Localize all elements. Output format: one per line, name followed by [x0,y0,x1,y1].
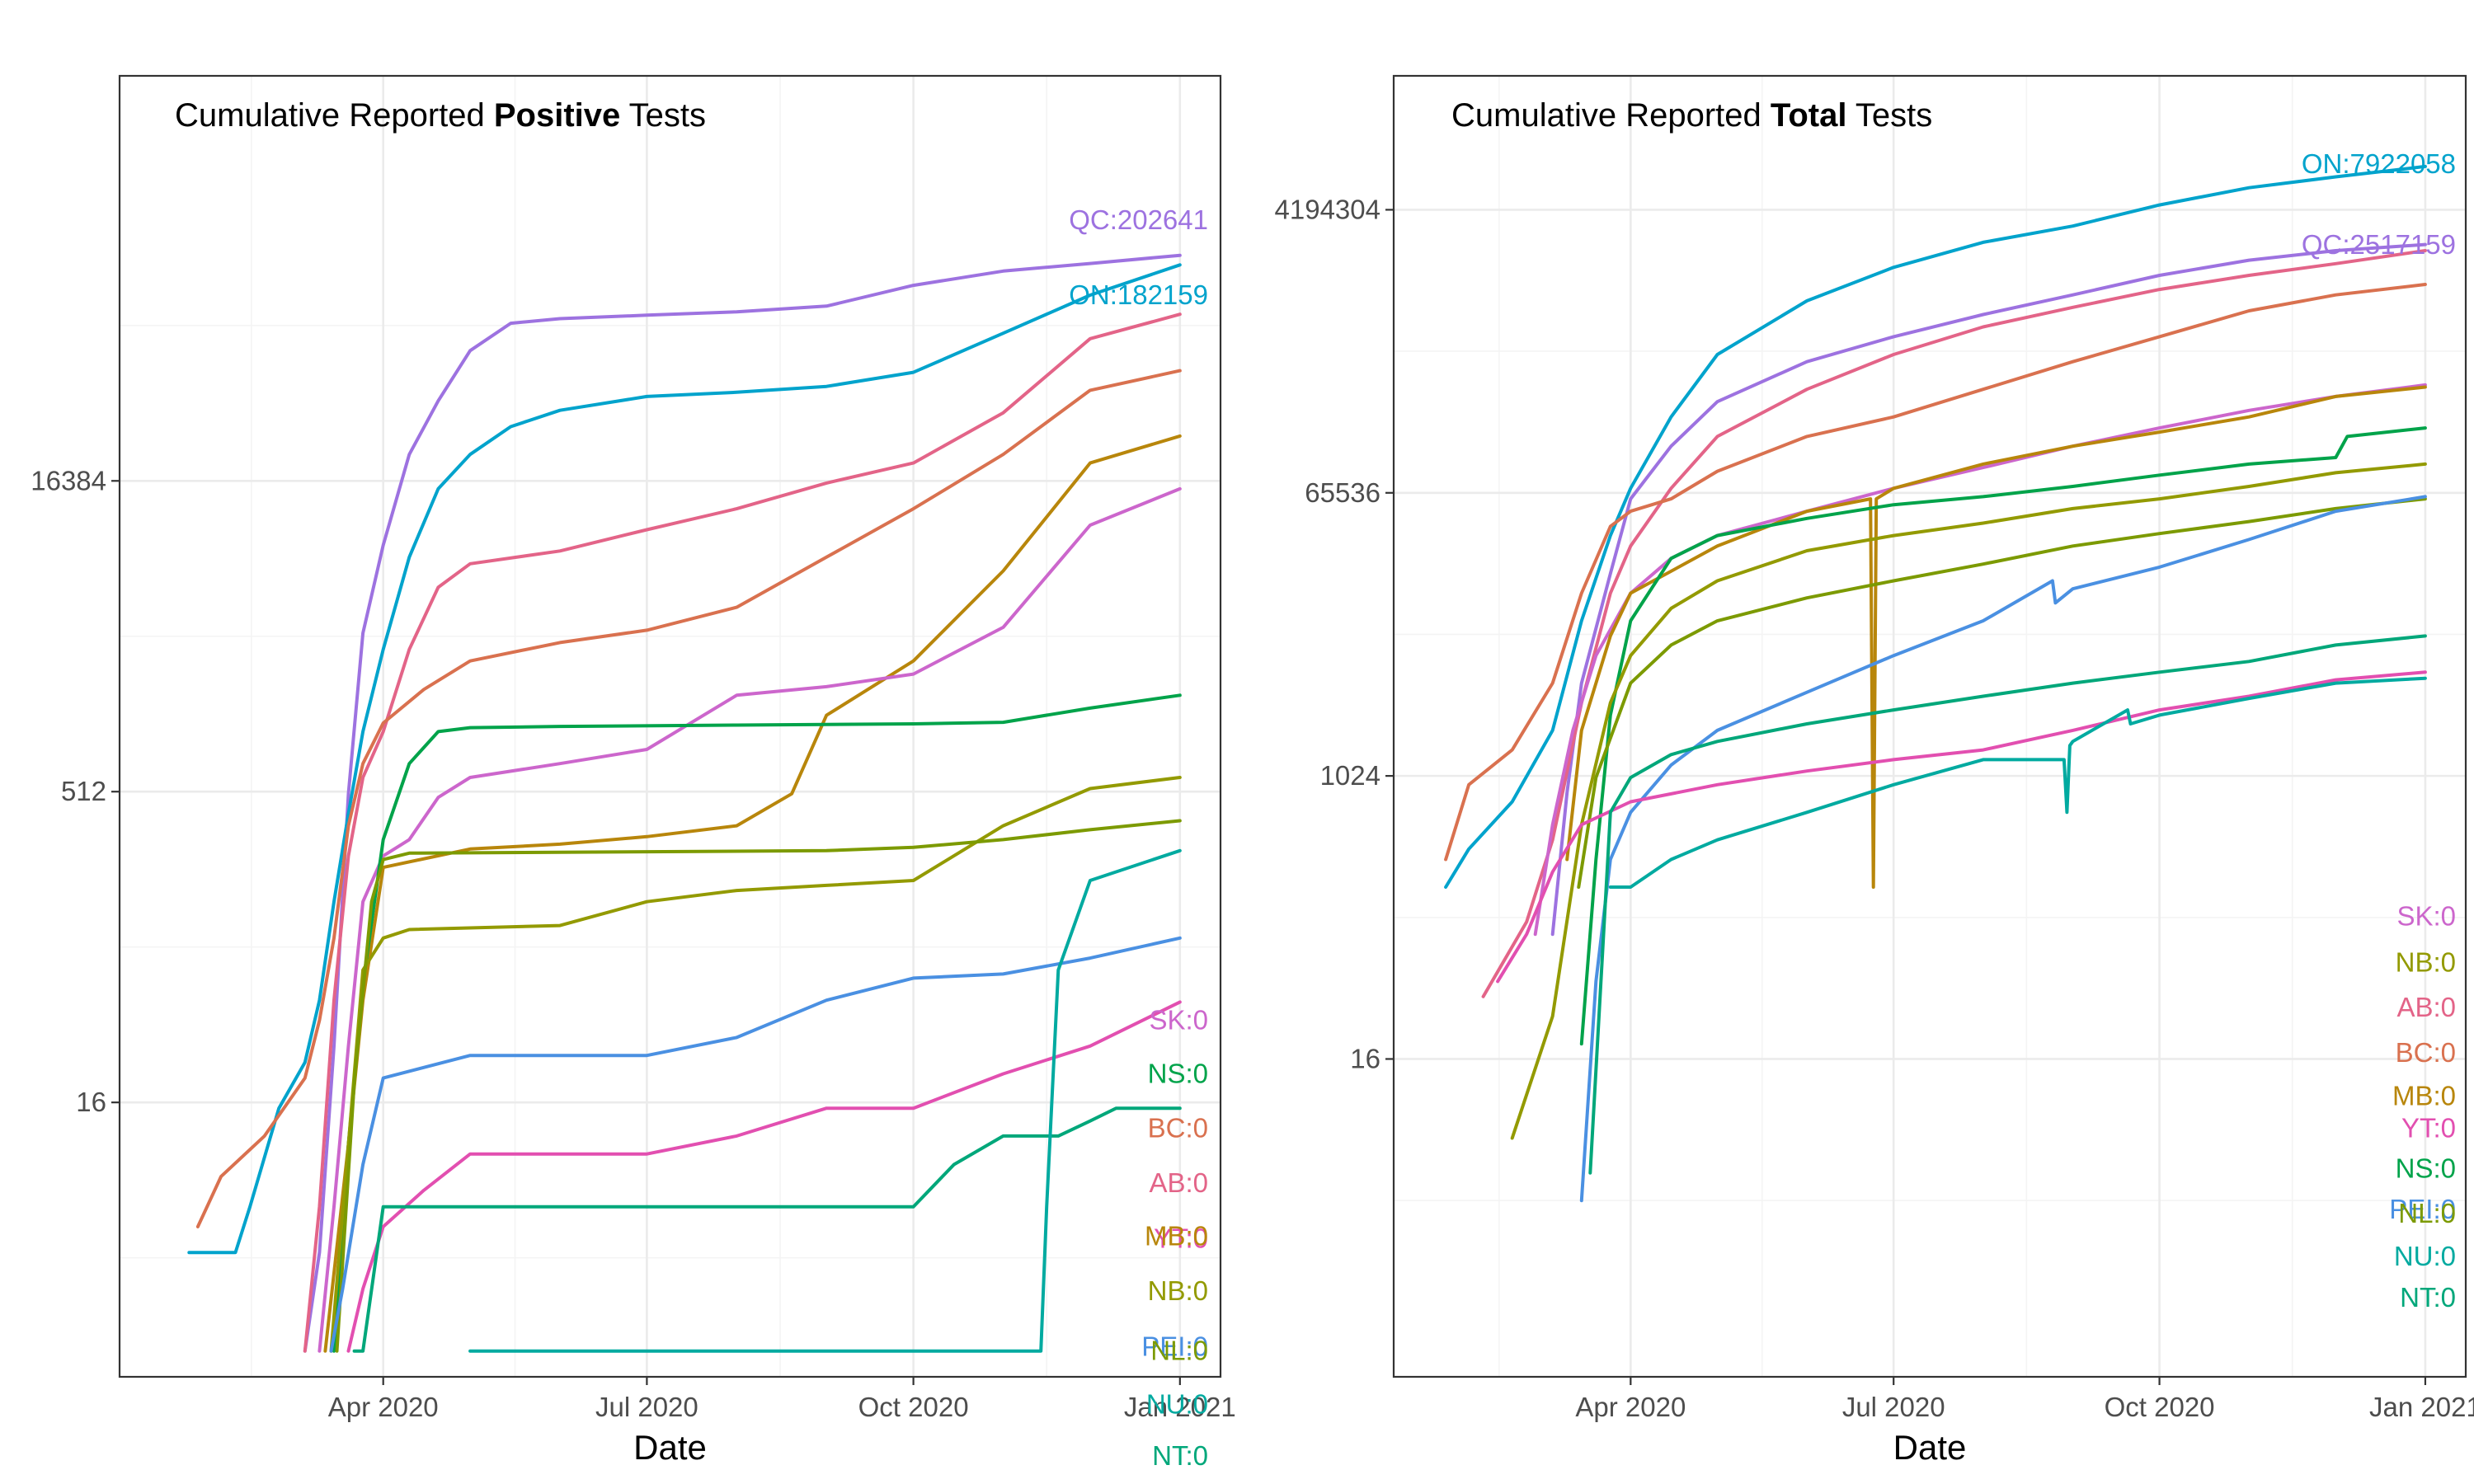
end-label-pei: PEI:0 [1141,1331,1208,1361]
end-label-sk: SK:0 [1149,1004,1208,1035]
series-line-nu [468,848,1182,1353]
y-tick-label: 65536 [1305,477,1380,508]
y-tick-label: 16 [76,1087,106,1117]
end-label-ab: AB:0 [1149,1167,1208,1198]
series-line-nb [329,776,1182,1353]
panel-title: Cumulative Reported Positive Tests [175,97,706,134]
end-label-mb: MB:0 [2392,1080,2456,1111]
series-group [1444,164,2427,1203]
series-line-qc [1550,242,2427,937]
end-label-nt: NT:0 [1152,1440,1208,1471]
chart-panel-total: Apr 2020 Jul 2020 Oct 2020 Jan 2021 16 1024 65… [1275,74,2474,1467]
y-tick-label: 4194304 [1275,194,1380,224]
series-line-nt [352,1106,1182,1353]
series-group [187,253,1182,1353]
panel-border [118,74,1222,1378]
end-label-ns: NS:0 [2396,1153,2456,1183]
end-label-on: ON:7922058 [2302,148,2456,179]
end-label-nu: NU:0 [2394,1241,2456,1271]
series-line-pei [1579,495,2427,1203]
panel-title: Cumulative Reported Total Tests [1451,97,1932,134]
x-tick-label: Oct 2020 [858,1392,969,1422]
y-tick-label: 16 [1350,1043,1380,1073]
series-line-bc [195,369,1182,1228]
panel-border [1392,74,2467,1378]
x-tick-label: Jan 2021 [1124,1392,1236,1422]
end-label-nb: NB:0 [1148,1275,1208,1306]
end-label-qc: QC:202641 [1069,204,1208,235]
end-label-sk: SK:0 [2396,901,2456,932]
plot-area [1394,76,2466,1377]
y-tick-label: 512 [61,776,106,806]
end-label-nl: NL:0 [1150,1336,1208,1366]
x-tick-label: Apr 2020 [328,1392,439,1422]
series-line-nu [1608,676,2427,889]
end-label-nl: NL:0 [2398,1198,2456,1228]
end-label-nb: NB:0 [2396,946,2456,977]
chart-panel-positive: Apr 2020 Jul 2020 Oct 2020 Jan 2021 16 512 163… [31,74,1236,1471]
series-line-pei [329,936,1182,1353]
end-label-nt: NT:0 [2400,1282,2456,1313]
series-line-nb [1510,462,2427,1140]
end-label-nu: NU:0 [1146,1389,1208,1420]
series-line-nt [1588,634,2427,1175]
series-line-mb [1565,385,2427,889]
end-label-mb: MB:0 [1145,1220,1208,1251]
end-label-ab: AB:0 [2396,992,2456,1022]
end-label-bc: BC:0 [1148,1112,1208,1143]
series-line-on [187,263,1182,1255]
x-tick-label: Oct 2020 [2105,1392,2215,1422]
end-label-on: ON:182159 [1069,279,1208,310]
x-axis-title: Date [633,1428,707,1467]
end-label-qc: QC:2517159 [2302,229,2456,260]
end-label-yt: YT:0 [1154,1223,1208,1253]
x-tick-label: Jul 2020 [1842,1392,1945,1422]
series-line-sk [317,486,1182,1353]
series-line-ab [303,312,1182,1353]
series-line-nl [335,819,1182,1353]
series-line-ab [1481,249,2427,998]
end-label-pei: PEI:0 [2389,1194,2456,1224]
series-line-on [1444,164,2427,889]
x-axis-title: Date [1893,1428,1967,1467]
x-tick-label: Apr 2020 [1575,1392,1686,1422]
series-line-mb [323,434,1182,1353]
end-label-bc: BC:0 [2396,1037,2456,1068]
series-line-yt [1496,670,2427,984]
end-label-yt: YT:0 [2401,1112,2456,1143]
y-tick-label: 16384 [31,465,106,495]
x-tick-label: Jan 2021 [2369,1392,2474,1422]
series-line-bc [1444,283,2427,862]
y-tick-label: 1024 [1320,760,1380,791]
x-tick-label: Jul 2020 [595,1392,698,1422]
end-label-ns: NS:0 [1148,1059,1208,1089]
series-line-nl [1577,497,2427,889]
